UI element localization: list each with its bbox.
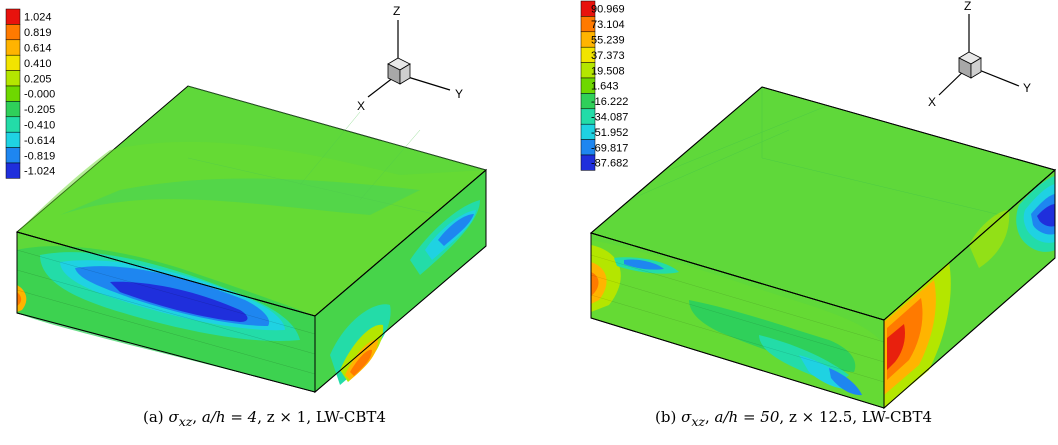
legend-swatch xyxy=(5,101,21,118)
legend-swatch xyxy=(580,154,596,171)
legend-label: 90.969 xyxy=(591,4,625,16)
caption-theory: LW-CBT4 xyxy=(861,408,932,426)
x-axis-label: X xyxy=(928,95,936,109)
legend-label: -16.222 xyxy=(591,96,628,108)
caption-theory: LW-CBT4 xyxy=(315,408,386,426)
legend-swatch xyxy=(5,116,21,133)
y-axis-label: Y xyxy=(455,87,463,101)
legend-swatch xyxy=(5,162,21,179)
z-axis-label: Z xyxy=(964,0,971,13)
caption-a: (a) σxz, a/h = 4, z × 1, LW-CBT4 xyxy=(143,408,386,429)
axis-triad: Z X Y xyxy=(357,4,463,113)
y-axis-label: Y xyxy=(1023,81,1031,95)
plate-block xyxy=(589,86,1057,410)
legend-label: -69.817 xyxy=(591,142,628,154)
legend-label: 19.508 xyxy=(591,65,625,77)
caption-scale: z × 12.5 xyxy=(788,408,853,426)
legend-label: 0.410 xyxy=(24,58,52,70)
legend-label: -0.819 xyxy=(24,150,55,162)
contour-panel-b: 90.969 73.104 55.239 37.373 19.508 1.643 -16.2… xyxy=(529,0,1058,445)
legend-label: 1.024 xyxy=(24,12,52,24)
legend-label: -87.682 xyxy=(591,158,628,170)
caption-subscript: xz xyxy=(178,414,193,429)
caption-ratio: a/h = 50 xyxy=(714,408,780,426)
legend-label: 55.239 xyxy=(591,35,625,47)
caption-scale: z × 1 xyxy=(266,408,307,426)
legend-swatch xyxy=(5,54,21,71)
legend-swatch xyxy=(5,24,21,41)
contour-plot-b: 90.969 73.104 55.239 37.373 19.508 1.643 -16.2… xyxy=(580,0,1057,410)
caption-symbol: σ xyxy=(681,408,692,426)
legend-label: 37.373 xyxy=(591,50,625,62)
legend-swatch xyxy=(5,85,21,102)
legend-swatch xyxy=(5,147,21,164)
legend-swatch xyxy=(5,8,21,25)
contour-panel-a: 1.024 0.819 0.614 0.410 0.205 -0.000 -0.205 -0.… xyxy=(5,4,488,429)
legend-label: -0.410 xyxy=(24,120,55,132)
legend-label: -1.024 xyxy=(24,166,55,178)
caption-prefix: (b) xyxy=(655,408,677,426)
color-legend: 1.024 0.819 0.614 0.410 0.205 -0.000 -0.205 -0.… xyxy=(5,8,55,179)
legend-label: 73.104 xyxy=(591,19,625,31)
caption-prefix: (a) xyxy=(143,408,164,426)
legend-label: 0.205 xyxy=(24,73,52,85)
legend-label: 0.614 xyxy=(24,43,52,55)
legend-label: 1.643 xyxy=(591,81,619,93)
legend-label: -0.614 xyxy=(24,135,55,147)
legend-label: -0.205 xyxy=(24,104,55,116)
caption-ratio: a/h = 4 xyxy=(201,408,258,426)
plate-block xyxy=(15,85,488,394)
caption-symbol: σ xyxy=(168,408,179,426)
axis-triad: Z X Y xyxy=(928,0,1031,109)
color-legend: 90.969 73.104 55.239 37.373 19.508 1.643 -16.2… xyxy=(580,0,628,171)
legend-label: 0.819 xyxy=(24,27,52,39)
legend-swatch xyxy=(5,131,21,148)
z-axis-label: Z xyxy=(393,4,400,18)
legend-label: -34.087 xyxy=(591,112,628,124)
legend-swatch xyxy=(5,70,21,87)
caption-subscript: xz xyxy=(691,414,705,429)
legend-label: -51.952 xyxy=(591,127,628,139)
contour-plot-a: 1.024 0.819 0.614 0.410 0.205 -0.000 -0.205 -0.… xyxy=(5,4,488,394)
caption-b: (b) σxz, a/h = 50, z × 12.5, LW-CBT4 xyxy=(655,408,932,429)
legend-label: -0.000 xyxy=(24,89,55,101)
legend-swatch xyxy=(5,39,21,56)
x-axis-label: X xyxy=(357,99,365,113)
